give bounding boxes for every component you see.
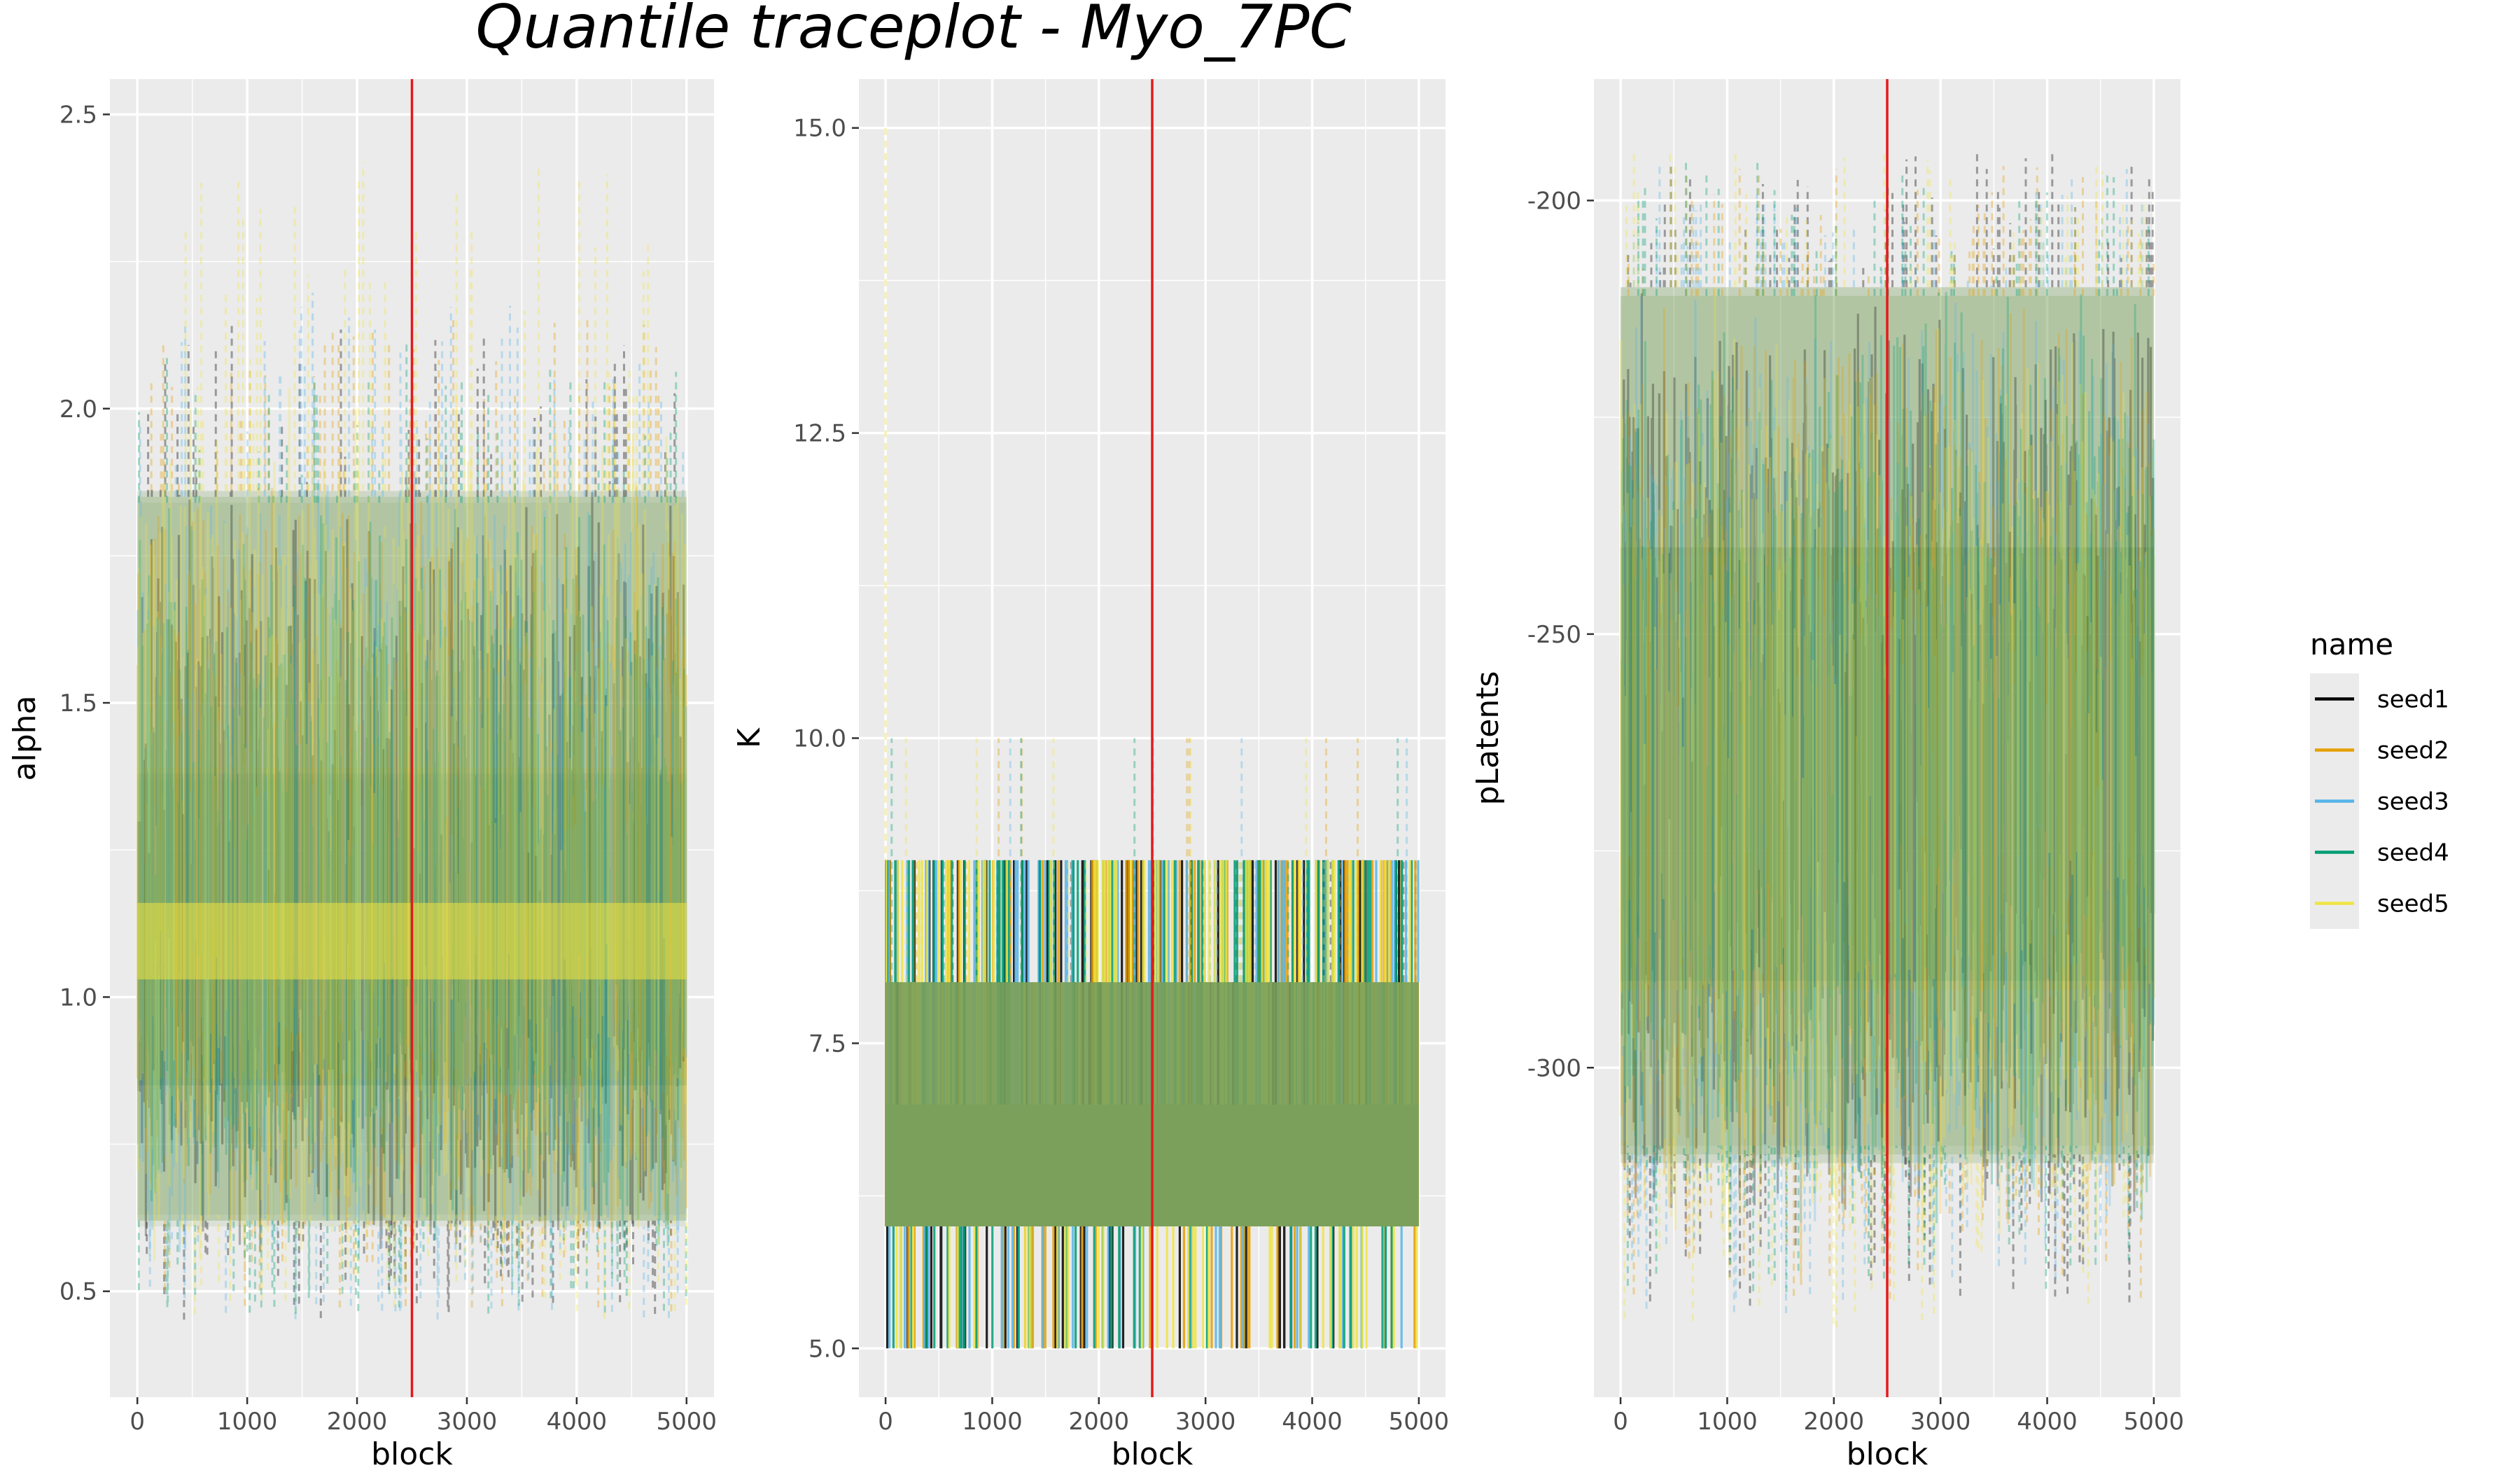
x-axis-label: block xyxy=(1847,1436,1928,1470)
y-tick-label: 2.0 xyxy=(59,396,97,424)
trace-tails-seed1 xyxy=(1627,148,2154,1306)
y-tick-label: 10.0 xyxy=(793,725,846,753)
y-tick-label: 7.5 xyxy=(808,1030,846,1058)
trace-tails-seed4 xyxy=(1626,157,2150,1293)
trace-seed3 xyxy=(1620,166,2152,1313)
x-tick-label: 3000 xyxy=(1910,1408,1971,1436)
x-tick-label: 1000 xyxy=(217,1408,278,1436)
y-axis-label: alpha xyxy=(7,696,43,781)
trace-lines-seed1 xyxy=(1621,293,2155,1212)
x-tick-label: 1000 xyxy=(1697,1408,1758,1436)
legend: name seed1 seed2 seed3 seed4 seed5 xyxy=(2310,627,2449,929)
y-tick-label: 0.5 xyxy=(59,1278,97,1306)
trace-lines-seed5 xyxy=(1620,287,2151,1236)
legend-title: name xyxy=(2310,627,2393,662)
trace-seed1 xyxy=(1621,148,2155,1306)
y-tick-label: -300 xyxy=(1527,1054,1581,1082)
trace-tails-seed3 xyxy=(1631,166,2143,1313)
y-tick-label: 5.0 xyxy=(808,1335,846,1363)
legend-label-seed4: seed4 xyxy=(2377,839,2449,867)
y-axis-label: K xyxy=(732,727,767,748)
panel-K: 0 1000 2000 3000 4000 5000 5.0 7.5 10.0 12.5 15.0 b… xyxy=(732,79,1449,1470)
trace-tails-seed5 xyxy=(180,162,687,1319)
panel-alpha: 0 1000 2000 3000 4000 5000 0.5 1.0 1.5 2.0 2.5 bloc… xyxy=(7,79,717,1470)
panels: 0 1000 2000 3000 4000 5000 0.5 1.0 1.5 2.0 2.5 bloc… xyxy=(7,79,2184,1470)
x-axis-label: block xyxy=(371,1436,453,1470)
figure-title: Quantile traceplot - Myo_7PC xyxy=(476,0,1352,62)
trace-lines-seed2 xyxy=(1620,307,2155,1224)
trace-tails-seed2 xyxy=(150,318,686,1312)
x-tick-label: 3000 xyxy=(1175,1408,1236,1436)
x-tick-label: 2000 xyxy=(327,1408,388,1436)
y-tick-label: 2.5 xyxy=(59,101,97,129)
y-tick-label: 1.5 xyxy=(59,690,97,718)
trace-lines-seed4 xyxy=(1620,292,2155,1224)
x-tick-label: 5000 xyxy=(657,1408,718,1436)
trace-seed4 xyxy=(1620,157,2155,1293)
legend-label-seed2: seed2 xyxy=(2377,737,2449,765)
panel-pLatents: 0 1000 2000 3000 4000 5000 -300 -250 -200 block pL… xyxy=(1470,79,2184,1470)
x-tick-label: 3000 xyxy=(437,1408,498,1436)
x-tick-label: 2000 xyxy=(1804,1408,1865,1436)
x-tick-label: 0 xyxy=(878,1408,893,1436)
trace-tails-seed3 xyxy=(139,293,685,1320)
trace-lines-seed3 xyxy=(1620,297,2152,1225)
trace-tails-seed4 xyxy=(137,343,687,1314)
y-tick-label: -250 xyxy=(1527,621,1581,649)
trace-tails-seed1 xyxy=(146,321,676,1320)
x-tick-label: 4000 xyxy=(2017,1408,2078,1436)
y-tick-label: -200 xyxy=(1527,187,1581,215)
trace-seed5 xyxy=(1620,152,2151,1328)
y-tick-label: 12.5 xyxy=(793,420,846,448)
y-axis-label: pLatents xyxy=(1470,671,1506,806)
x-tick-label: 1000 xyxy=(962,1408,1023,1436)
x-tick-label: 5000 xyxy=(2124,1408,2185,1436)
x-tick-label: 0 xyxy=(130,1408,145,1436)
x-tick-label: 5000 xyxy=(1389,1408,1450,1436)
x-tick-label: 4000 xyxy=(1282,1408,1343,1436)
x-tick-label: 4000 xyxy=(547,1408,608,1436)
legend-label-seed1: seed1 xyxy=(2377,686,2449,714)
legend-label-seed3: seed3 xyxy=(2377,788,2449,816)
y-tick-label: 15.0 xyxy=(793,115,846,143)
x-tick-label: 2000 xyxy=(1069,1408,1130,1436)
legend-label-seed5: seed5 xyxy=(2377,890,2449,918)
trace-tails-seed5 xyxy=(1623,152,2150,1328)
y-tick-label: 1.0 xyxy=(59,983,97,1011)
x-tick-label: 0 xyxy=(1613,1408,1628,1436)
x-axis-label: block xyxy=(1112,1436,1194,1470)
